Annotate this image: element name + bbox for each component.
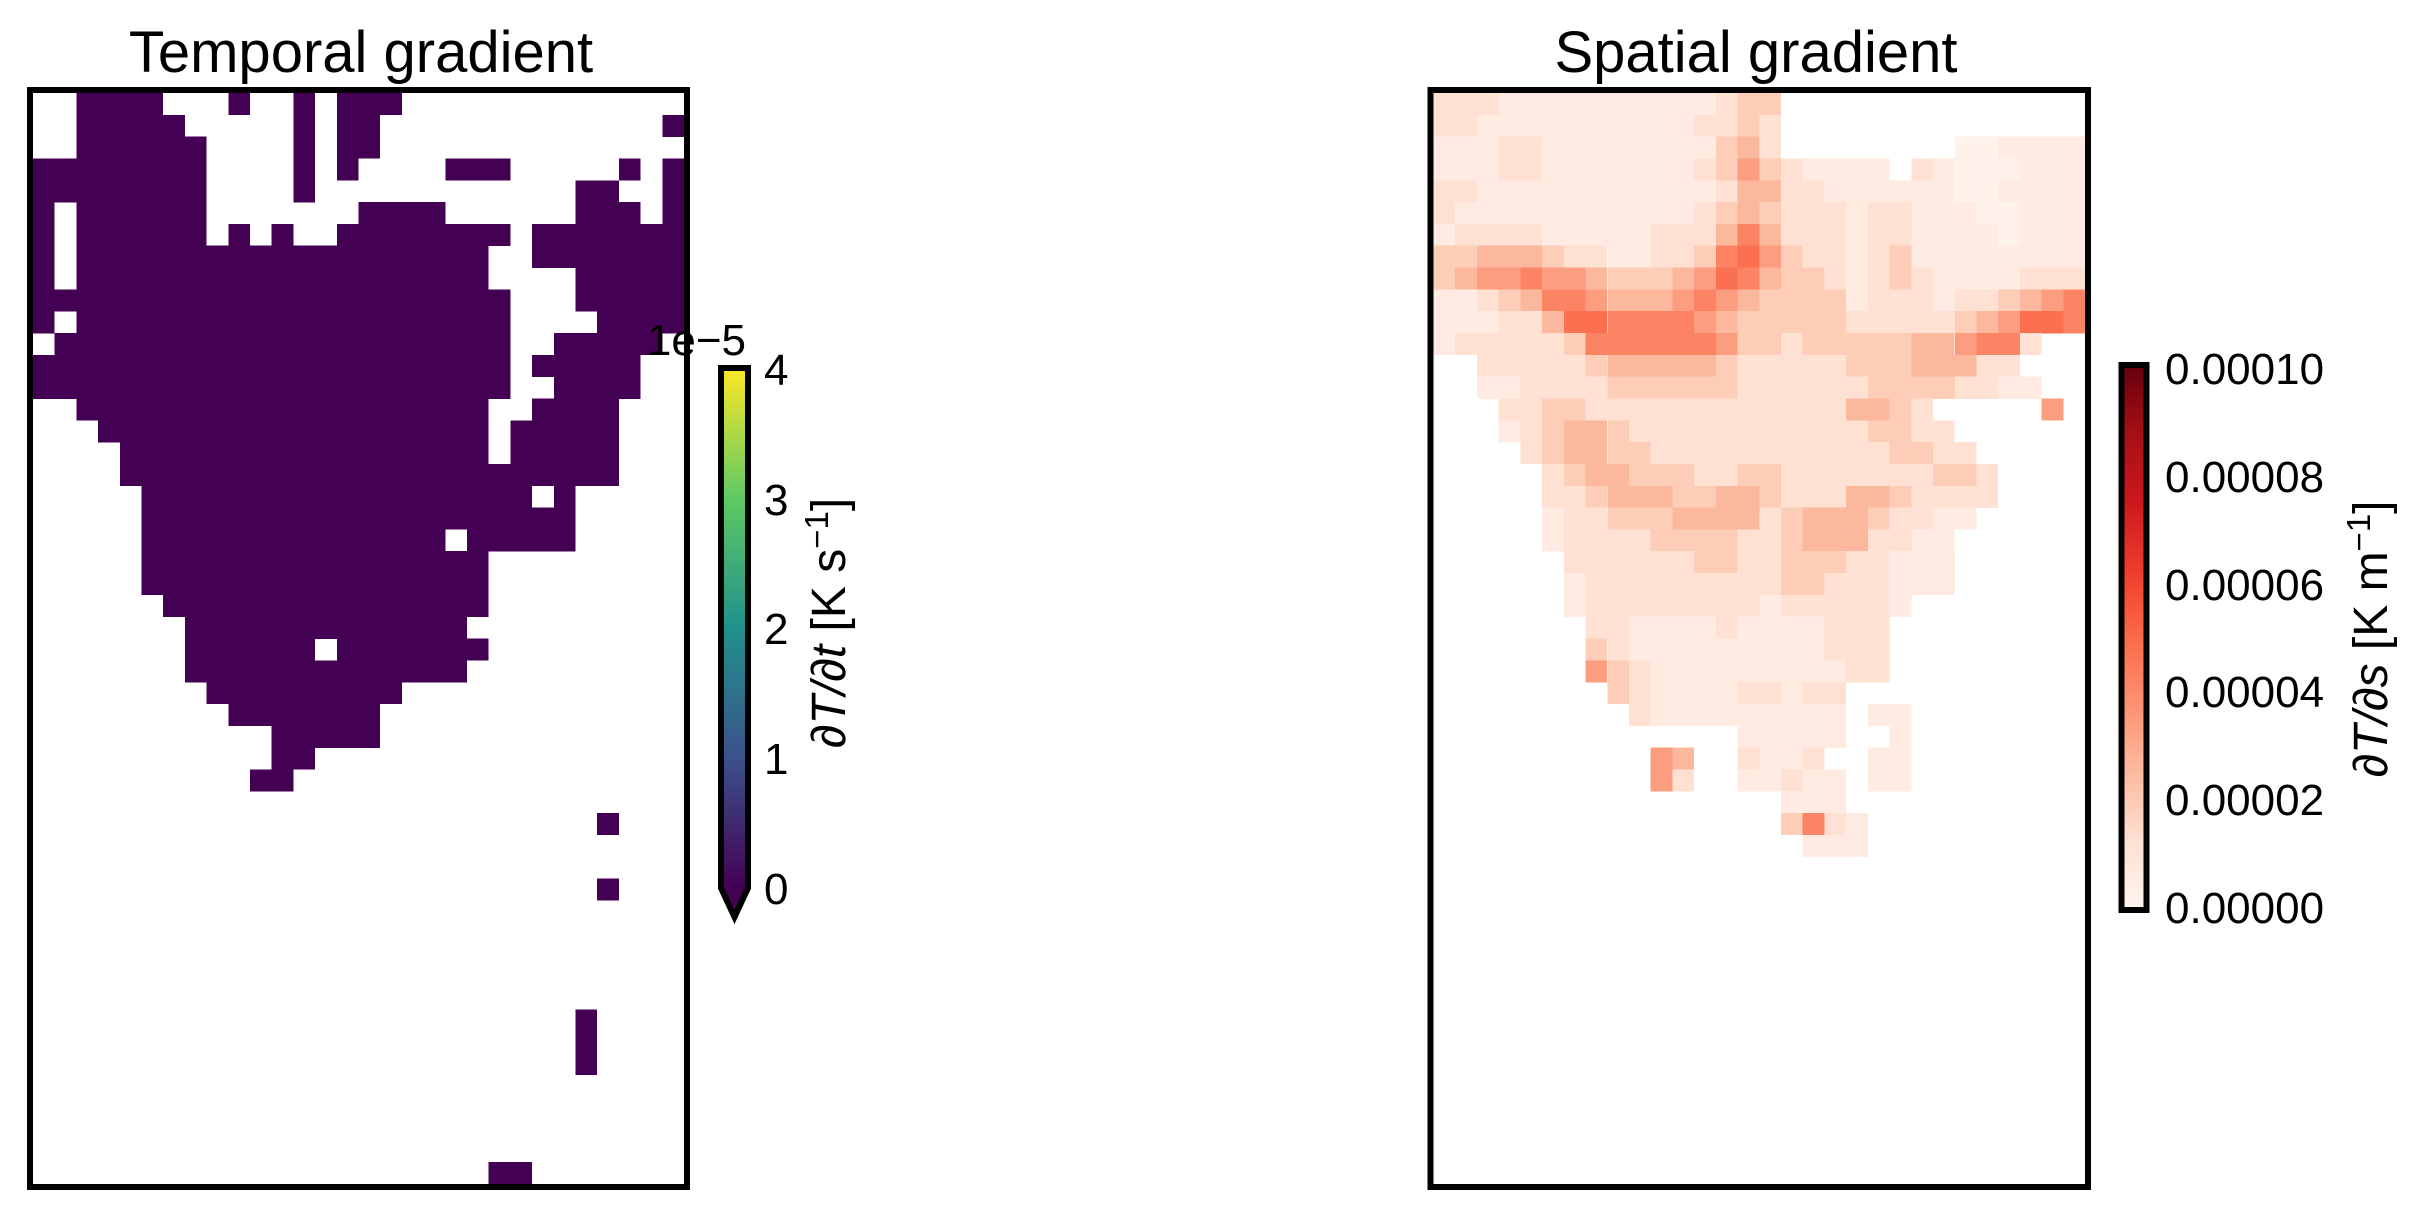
svg-text:0.00006: 0.00006 xyxy=(2165,561,2324,610)
svg-text:Temporal gradient: Temporal gradient xyxy=(129,20,593,85)
svg-text:0: 0 xyxy=(764,865,788,914)
svg-text:0.00008: 0.00008 xyxy=(2165,453,2324,502)
svg-text:1e−5: 1e−5 xyxy=(647,316,746,365)
svg-text:2: 2 xyxy=(764,605,788,654)
svg-text:0.00002: 0.00002 xyxy=(2165,776,2324,825)
svg-text:0.00000: 0.00000 xyxy=(2165,884,2324,933)
svg-text:0.00010: 0.00010 xyxy=(2165,345,2324,394)
svg-text:4: 4 xyxy=(764,346,788,395)
svg-text:Spatial gradient: Spatial gradient xyxy=(1554,20,1957,85)
svg-text:0.00004: 0.00004 xyxy=(2165,668,2324,717)
svg-text:1: 1 xyxy=(764,735,788,784)
svg-text:3: 3 xyxy=(764,476,788,525)
